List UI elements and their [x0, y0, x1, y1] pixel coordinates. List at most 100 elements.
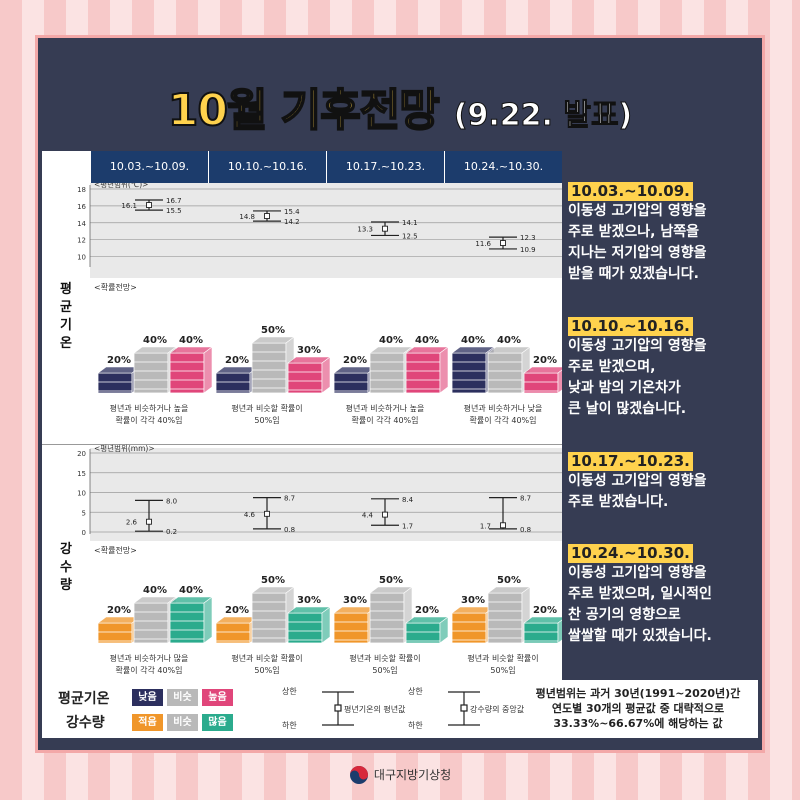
period-header-4: 10.24.~10.30.: [444, 151, 562, 183]
temp-range-title: <평년범위(℃)>: [94, 183, 148, 189]
caption-line: 50%임: [372, 666, 398, 675]
note-line: 지나는 저기압의 영향을: [568, 245, 707, 261]
temp-low-block: [451, 352, 487, 394]
temp-low-pct-label: 20%: [107, 355, 131, 366]
temp-label-char: 기: [60, 318, 72, 333]
precip-low-block: [451, 612, 487, 644]
precip-low-block: [215, 622, 251, 644]
temp-mid-pct-label: 50%: [261, 325, 285, 336]
precip-mean-label: 4.4: [362, 512, 374, 520]
precip-mean-marker: [500, 522, 506, 529]
temp-high-pct-label: 20%: [533, 355, 557, 366]
temp-lower-label: 10.9: [520, 246, 536, 254]
legend-upper-label: 상한: [282, 687, 297, 696]
temp-low-block: [333, 372, 369, 394]
caption-line: 평년과 비슷할 확률이: [349, 654, 421, 663]
precip-high-block-side: [557, 619, 562, 644]
note-line: 이동성 고기압의 영향을: [568, 473, 707, 489]
precip-mean-label: 1.7: [480, 522, 491, 530]
page-subtitle: (9.22. 발표): [453, 98, 633, 134]
legend-range-icons: [322, 691, 480, 726]
temp-section-label: 평 균 기 온: [42, 281, 90, 353]
precip-high-block-side: [203, 596, 213, 644]
precip-lower-label: 1.7: [402, 522, 413, 530]
precip-label-char: 강: [60, 542, 72, 557]
legend-lower-label: 하한: [282, 721, 297, 730]
note-date: 10.10.~10.16.: [568, 317, 693, 336]
page-title: 10월 기후전망: [167, 84, 441, 137]
temp-high-block: [287, 362, 323, 394]
legend: 평균기온 낮음 비슷 높음 강수량 적음 비슷 많음 상한 하한 평년기온의 평…: [42, 680, 758, 738]
temp-low-block: [97, 372, 133, 394]
temp-high-block: [169, 352, 205, 394]
precip-ytick-label: 5: [82, 509, 86, 517]
caption-line: 평년과 비슷할 확률이: [231, 654, 303, 663]
note-line: 받을 때가 있겠습니다.: [568, 266, 699, 282]
note-period-1: 10.03.~10.09. 이동성 고기압의 영향을 주로 받겠으나, 남쪽을 …: [568, 181, 758, 285]
legend-temp-label: 평균기온: [58, 691, 110, 707]
section-divider: [42, 444, 562, 445]
temp-high-pct-label: 30%: [297, 345, 321, 356]
legend-chip-precip-low: 적음: [132, 714, 163, 731]
temp-low-pct-label: 40%: [461, 335, 485, 346]
precip-mean-label: 2.6: [126, 519, 138, 527]
precip-low-block: [97, 622, 133, 644]
chart-body: 평 균 기 온 강 수 량 <확률전망> <확률전망> 10 12 14 16 18 <평…: [42, 183, 562, 680]
temp-mid-block: [133, 352, 169, 394]
precip-high-pct-label: 40%: [179, 585, 203, 596]
precip-lower-label: 0.2: [166, 528, 177, 536]
period-header-3: 10.17.~10.23.: [326, 151, 444, 183]
temp-high-pct-label: 40%: [415, 335, 439, 346]
precip-caption-3: 평년과 비슷할 확률이 50%임: [326, 653, 444, 677]
temp-caption-4: 평년과 비슷하거나 낮을 확률이 각각 40%임: [444, 403, 562, 427]
header-blank: [42, 151, 90, 183]
temp-range-band: [90, 183, 562, 278]
temp-mean-label: 11.6: [475, 240, 491, 248]
temp-ytick-label: 18: [77, 186, 86, 194]
temp-mid-block: [487, 352, 523, 394]
temp-upper-label: 14.1: [402, 219, 418, 227]
precip-upper-label: 8.7: [284, 495, 295, 503]
precip-caption-2: 평년과 비슷할 확률이 50%임: [208, 653, 326, 677]
precip-upper-label: 8.0: [166, 497, 177, 505]
temp-high-block-side: [203, 346, 213, 394]
caption-line: 50%임: [254, 666, 280, 675]
temp-mean-label: 13.3: [357, 226, 373, 234]
legend-median-marker: [460, 704, 468, 712]
temp-ytick-label: 12: [77, 237, 86, 245]
precip-ytick-label: 15: [77, 470, 86, 478]
temp-high-block: [523, 372, 559, 394]
precip-high-pct-label: 20%: [415, 605, 439, 616]
note-period-2: 10.10.~10.16. 이동성 고기압의 영향을 주로 받겠으며, 낮과 밤…: [568, 316, 758, 420]
note-date: 10.17.~10.23.: [568, 452, 693, 471]
precip-high-block-side: [439, 616, 449, 644]
precip-range-title: <평년범위(mm)>: [94, 443, 155, 453]
temp-mean-marker: [264, 213, 270, 219]
legend-chip-precip-mid: 비슷: [167, 714, 198, 731]
note-period-4: 10.24.~10.30. 이동성 고기압의 영향을 주로 받겠으며, 일시적인…: [568, 543, 758, 647]
precip-ytick-label: 10: [77, 490, 86, 498]
precip-mid-block: [487, 592, 523, 644]
caption-line: 50%임: [490, 666, 516, 675]
precip-mean-marker: [382, 511, 388, 518]
note-date: 10.24.~10.30.: [568, 544, 693, 563]
note-date: 10.03.~10.09.: [568, 182, 693, 201]
period-header-2: 10.10.~10.16.: [208, 151, 326, 183]
note-line: 주로 받겠습니다.: [568, 494, 669, 510]
precip-mid-pct-label: 50%: [261, 575, 285, 586]
precip-section-label: 강 수 량: [42, 541, 90, 595]
precip-mid-block: [133, 602, 169, 644]
precip-high-block: [405, 622, 441, 644]
temp-mean-marker: [382, 225, 388, 232]
caption-line: 평년과 비슷할 확률이: [231, 404, 303, 413]
precip-low-pct-label: 20%: [225, 605, 249, 616]
note-line: 주로 받겠으며, 일시적인: [568, 586, 712, 602]
legend-mean-marker: [334, 704, 342, 712]
precip-high-pct-label: 20%: [533, 605, 557, 616]
precip-low-pct-label: 30%: [461, 595, 485, 606]
legend-lower-label: 하한: [408, 721, 423, 730]
note-line: 낮과 밤의 기온차가: [568, 380, 681, 396]
temp-lower-label: 15.5: [166, 207, 182, 215]
legend-chip-precip-high: 많음: [202, 714, 233, 731]
footer: 대구지방기상청: [0, 764, 800, 785]
